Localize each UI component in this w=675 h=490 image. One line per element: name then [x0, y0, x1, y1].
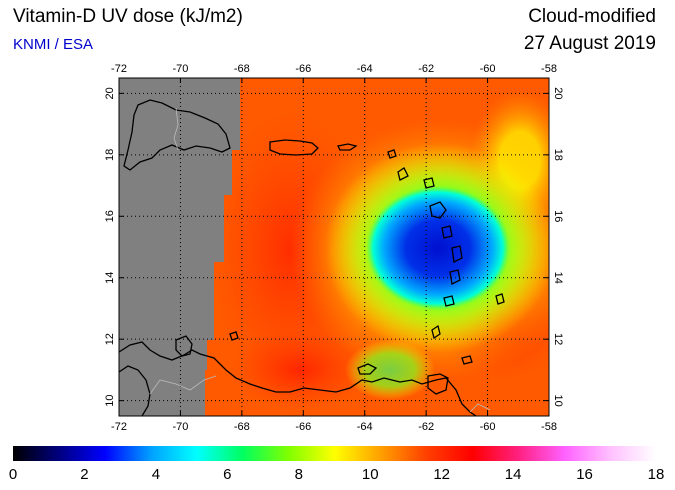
- colorbar-tick-label: 14: [505, 466, 522, 483]
- island-virgin-islands: [337, 143, 358, 151]
- lon-tick-label: -72: [111, 421, 127, 433]
- lon-tick-label: -66: [295, 63, 311, 75]
- island-curacao: [229, 331, 239, 341]
- lat-tick-label: 16: [104, 210, 116, 222]
- coastlines: [119, 99, 505, 416]
- colorbar-tick-label: 10: [362, 466, 379, 483]
- lat-tick-label: 18: [552, 149, 564, 161]
- lat-tick-label: 12: [552, 333, 564, 345]
- no-data-area: [119, 78, 240, 416]
- lat-tick-label: 14: [552, 272, 564, 284]
- lat-ticks-right: 10 12 14 16 18 20: [544, 87, 564, 407]
- lon-tick-label: -66: [295, 421, 311, 433]
- lat-tick-label: 18: [104, 149, 116, 161]
- lon-tick-label: -68: [234, 421, 250, 433]
- credit-label: KNMI / ESA: [13, 36, 94, 53]
- colorbar-tick-label: 2: [80, 466, 88, 483]
- lon-ticks-bottom: -72 -70 -68 -66 -64 -62 -60 -58: [111, 411, 557, 433]
- lon-tick-label: -68: [234, 63, 250, 75]
- island-st-vincent: [443, 295, 455, 307]
- lon-tick-label: -60: [480, 421, 496, 433]
- lon-tick-label: -64: [357, 421, 373, 433]
- colorbar: [13, 446, 656, 461]
- lat-tick-label: 10: [552, 395, 564, 407]
- lon-ticks-top: -72 -70 -68 -66 -64 -62 -60 -58: [111, 63, 557, 83]
- lon-tick-label: -70: [172, 63, 188, 75]
- lon-tick-label: -62: [418, 63, 434, 75]
- lat-tick-label: 10: [104, 395, 116, 407]
- island-guadeloupe: [429, 201, 447, 219]
- coast-hispaniola: [123, 99, 231, 171]
- colorbar-labels: 0 2 4 6 8 10 12 14 16 18: [9, 466, 665, 483]
- lon-tick-label: -58: [541, 421, 557, 433]
- island-trinidad: [427, 373, 449, 395]
- colorbar-tick-label: 12: [433, 466, 450, 483]
- lat-ticks-left: 10 12 14 16 18 20: [104, 87, 124, 407]
- lat-tick-label: 12: [104, 333, 116, 345]
- colorbar-tick-label: 4: [152, 466, 160, 483]
- island-tobago: [461, 355, 473, 365]
- map-frame: [118, 77, 550, 417]
- coast-guajira: [119, 365, 151, 416]
- island-antigua: [423, 177, 435, 189]
- border-venezuela-guyana: [469, 403, 491, 413]
- island-grenada: [431, 324, 441, 340]
- island-anguilla: [387, 149, 397, 159]
- island-margarita: [357, 363, 378, 375]
- border-haiti-dr: [173, 107, 179, 151]
- lon-tick-label: -70: [172, 421, 188, 433]
- green-area: [345, 340, 435, 400]
- island-dominica: [441, 225, 453, 239]
- lon-tick-label: -62: [418, 421, 434, 433]
- island-barbados: [495, 293, 505, 305]
- border-colombia-venezuela: [149, 375, 217, 395]
- island-martinique: [451, 245, 463, 263]
- lon-tick-label: -72: [111, 63, 127, 75]
- political-borders: [149, 107, 491, 413]
- map-title: Vitamin-D UV dose (kJ/m2): [13, 6, 243, 27]
- island-st-lucia: [449, 269, 461, 285]
- coast-venezuela: [119, 341, 477, 416]
- island-aruba: [175, 335, 193, 357]
- map-grid: [119, 78, 549, 416]
- lat-tick-label: 14: [104, 272, 116, 284]
- colorbar-tick-label: 0: [9, 466, 17, 483]
- lat-tick-label: 20: [104, 87, 116, 99]
- lat-tick-label: 20: [552, 87, 564, 99]
- cloud-core: [366, 186, 510, 310]
- lon-tick-label: -60: [480, 63, 496, 75]
- date-label: 27 August 2019: [523, 33, 656, 54]
- red-area: [230, 330, 370, 410]
- product-label: Cloud-modified: [528, 6, 656, 27]
- lon-tick-label: -64: [357, 63, 373, 75]
- lon-tick-label: -58: [541, 63, 557, 75]
- coast-puerto-rico: [269, 139, 319, 156]
- uv-field: [119, 78, 549, 416]
- colorbar-tick-label: 8: [295, 466, 303, 483]
- island-st-kitts: [397, 167, 409, 181]
- colorbar-tick-label: 16: [576, 466, 593, 483]
- lat-tick-label: 16: [552, 210, 564, 222]
- colorbar-tick-label: 6: [223, 466, 231, 483]
- colorbar-tick-label: 18: [648, 466, 665, 483]
